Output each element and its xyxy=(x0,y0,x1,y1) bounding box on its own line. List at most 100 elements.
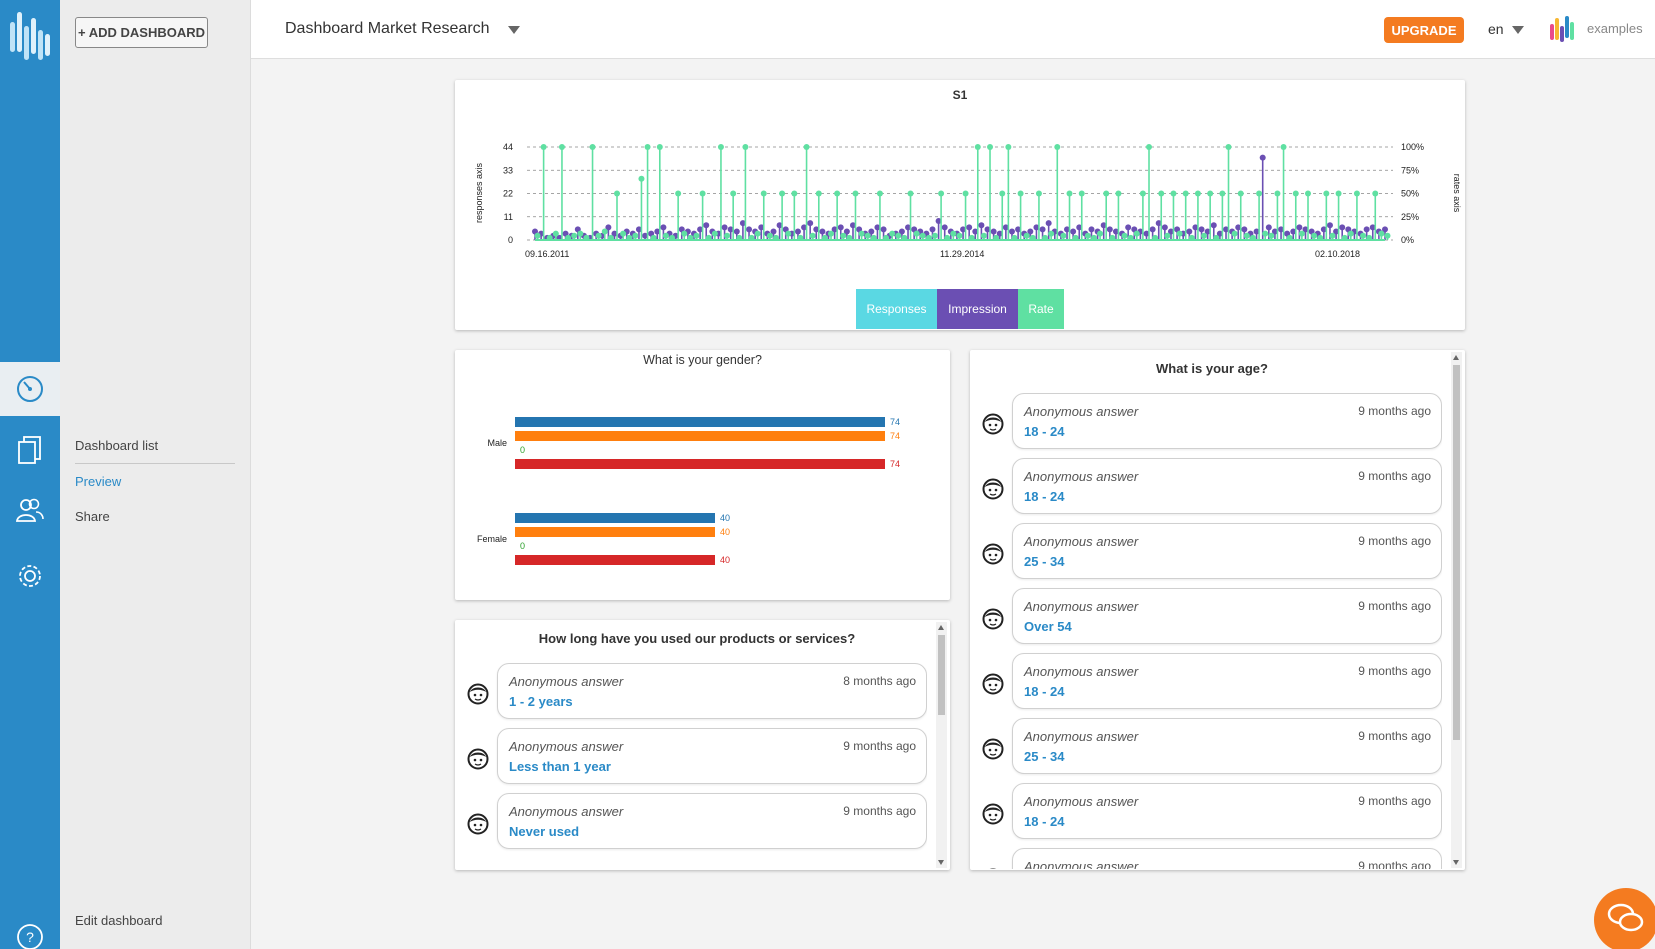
series-point-impression[interactable] xyxy=(1186,228,1193,235)
series-point-rate[interactable] xyxy=(1017,190,1024,197)
series-point-rate[interactable] xyxy=(1133,230,1140,237)
scroll-thumb[interactable] xyxy=(938,635,945,715)
series-point-impression[interactable] xyxy=(929,226,936,233)
usage-answer-list[interactable]: Anonymous answer 8 months ago 1 - 2 years A… xyxy=(455,663,927,868)
upgrade-button[interactable]: UPGRADE xyxy=(1384,17,1464,43)
series-point-impression[interactable] xyxy=(1339,224,1346,231)
series-point-impression[interactable] xyxy=(1210,222,1217,229)
series-point-rate[interactable] xyxy=(907,190,914,197)
series-point-impression[interactable] xyxy=(770,228,777,235)
series-point-impression[interactable] xyxy=(1070,228,1077,235)
series-point-rate[interactable] xyxy=(1378,230,1385,237)
answer-card[interactable]: Anonymous answer 9 months ago Never used xyxy=(497,793,927,849)
series-point-impression[interactable] xyxy=(813,226,820,233)
series-point-rate[interactable] xyxy=(1262,230,1269,237)
series-point-rate[interactable] xyxy=(1005,144,1012,150)
series-point-rate[interactable] xyxy=(540,144,547,150)
age-answer-list[interactable]: Anonymous answer 9 months ago 18 - 24 Anony… xyxy=(970,393,1442,869)
preview-link[interactable]: Preview xyxy=(75,474,122,489)
series-point-impression[interactable] xyxy=(654,228,661,235)
series-point-impression[interactable] xyxy=(1039,226,1046,233)
series-point-impression[interactable] xyxy=(794,228,801,235)
series-point-rate[interactable] xyxy=(632,232,639,239)
series-point-impression[interactable] xyxy=(1143,230,1150,237)
series-point-rate[interactable] xyxy=(1305,190,1312,197)
series-point-impression[interactable] xyxy=(941,224,948,231)
series-point-rate[interactable] xyxy=(803,144,810,150)
series-point-impression[interactable] xyxy=(1155,220,1162,227)
series-point-impression[interactable] xyxy=(843,228,850,235)
series-point-impression[interactable] xyxy=(1161,224,1168,231)
series-point-rate[interactable] xyxy=(1292,190,1299,197)
series-point-rate[interactable] xyxy=(620,230,627,237)
series-point-rate[interactable] xyxy=(1176,230,1183,237)
series-point-rate[interactable] xyxy=(1372,190,1379,197)
series-point-rate[interactable] xyxy=(1078,190,1085,197)
series-point-impression[interactable] xyxy=(1045,220,1052,227)
series-point-rate[interactable] xyxy=(699,190,706,197)
series-point-rate[interactable] xyxy=(638,175,645,182)
answer-item[interactable]: Anonymous answer 9 months ago xyxy=(970,848,1442,869)
bar-female-s2[interactable] xyxy=(515,527,715,537)
series-point-rate[interactable] xyxy=(876,190,883,197)
series-point-impression[interactable] xyxy=(996,230,1003,237)
dashboard-title[interactable]: Dashboard Market Research xyxy=(285,20,490,37)
bar-male-s4[interactable] xyxy=(515,459,885,469)
series-point-impression[interactable] xyxy=(739,220,746,227)
series-point-rate[interactable] xyxy=(858,230,865,237)
answer-item[interactable]: Anonymous answer 9 months ago 18 - 24 xyxy=(970,393,1442,458)
series-point-rate[interactable] xyxy=(962,190,969,197)
series-point-impression[interactable] xyxy=(1241,226,1248,233)
answer-item[interactable]: Anonymous answer 9 months ago 18 - 24 xyxy=(970,783,1442,848)
scroll-thumb[interactable] xyxy=(1453,365,1460,740)
series-point-rate[interactable] xyxy=(950,230,957,237)
series-point-rate[interactable] xyxy=(1023,232,1030,239)
series-point-rate[interactable] xyxy=(754,230,761,237)
app-logo-icon[interactable] xyxy=(8,8,52,64)
age-scrollbar[interactable] xyxy=(1451,352,1462,868)
series-point-rate[interactable] xyxy=(987,144,994,150)
series-point-rate[interactable] xyxy=(938,190,945,197)
series-point-rate[interactable] xyxy=(1207,190,1214,197)
series-point-impression[interactable] xyxy=(819,228,826,235)
series-point-impression[interactable] xyxy=(1015,226,1022,233)
series-point-rate[interactable] xyxy=(1225,144,1232,150)
series-point-rate[interactable] xyxy=(834,190,841,197)
series-point-rate[interactable] xyxy=(1298,230,1305,237)
series-point-impression[interactable] xyxy=(1369,224,1376,231)
bar-male-s1[interactable] xyxy=(515,417,885,427)
series-point-rate[interactable] xyxy=(1280,144,1287,150)
series-point-impression[interactable] xyxy=(1302,226,1309,233)
answer-item[interactable]: Anonymous answer 9 months ago 18 - 24 xyxy=(970,458,1442,523)
series-point-impression[interactable] xyxy=(1296,224,1303,231)
answer-card[interactable]: Anonymous answer 9 months ago 18 - 24 xyxy=(1012,653,1442,709)
series-point-rate[interactable] xyxy=(895,232,902,239)
scroll-down-icon[interactable] xyxy=(938,860,944,865)
series-point-impression[interactable] xyxy=(1333,228,1340,235)
legend-responses[interactable]: Responses xyxy=(856,289,937,329)
series-point-rate[interactable] xyxy=(1231,230,1238,237)
series-point-impression[interactable] xyxy=(1320,226,1327,233)
series-point-rate[interactable] xyxy=(589,144,596,150)
series-point-rate[interactable] xyxy=(724,232,731,239)
answer-card[interactable]: Anonymous answer 9 months ago xyxy=(1012,848,1442,869)
series-point-rate[interactable] xyxy=(1097,230,1104,237)
series-point-impression[interactable] xyxy=(1149,226,1156,233)
series-point-rate[interactable] xyxy=(999,190,1006,197)
series-point-rate[interactable] xyxy=(1060,232,1067,239)
series-point-rate[interactable] xyxy=(1329,232,1336,239)
series-point-impression[interactable] xyxy=(1216,230,1223,237)
series-point-rate[interactable] xyxy=(681,230,688,237)
series-point-rate[interactable] xyxy=(1035,190,1042,197)
scroll-down-icon[interactable] xyxy=(1453,860,1459,865)
series-point-impression[interactable] xyxy=(758,224,765,231)
series-point-impression[interactable] xyxy=(1064,226,1071,233)
series-point-rate[interactable] xyxy=(828,230,835,237)
series-point-impression[interactable] xyxy=(1027,228,1034,235)
series-point-rate[interactable] xyxy=(864,232,871,239)
series-point-impression[interactable] xyxy=(898,228,905,235)
series-point-rate[interactable] xyxy=(693,232,700,239)
series-point-impression[interactable] xyxy=(746,226,753,233)
series-point-impression[interactable] xyxy=(605,224,612,231)
series-point-rate[interactable] xyxy=(595,232,602,239)
